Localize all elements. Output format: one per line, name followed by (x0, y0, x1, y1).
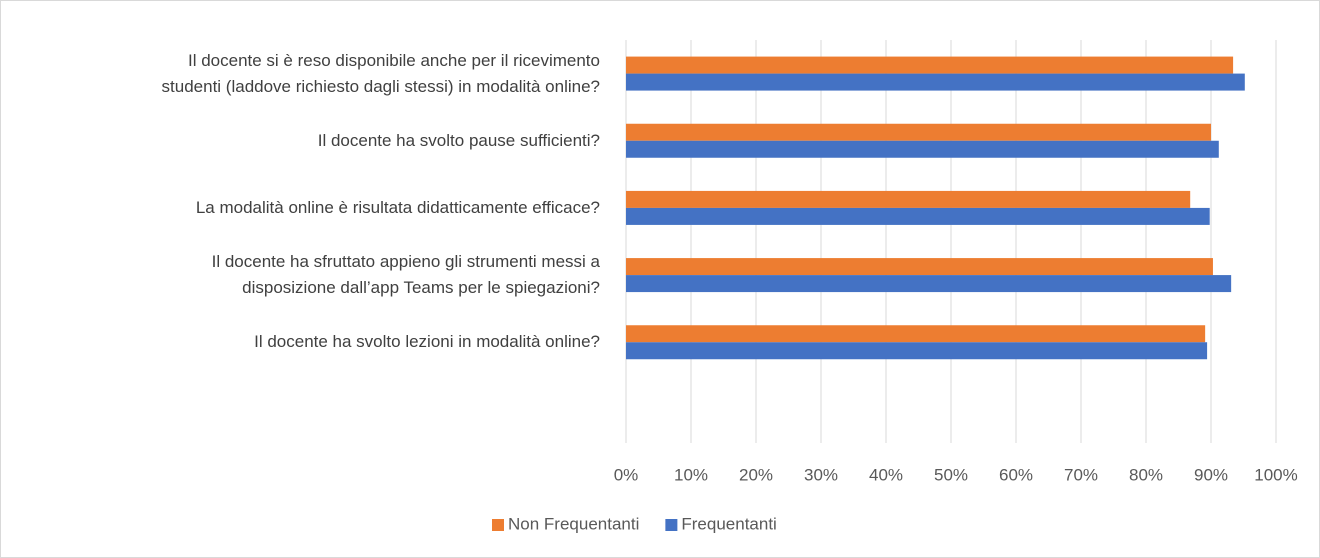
bar (626, 275, 1232, 293)
legend-label: Frequentanti (681, 514, 776, 533)
legend-swatch (665, 519, 678, 531)
y-tick-label: Il docente ha svolto lezioni in modalità… (254, 332, 600, 352)
x-tick-label: 10% (674, 465, 708, 484)
x-tick-label: 50% (934, 465, 968, 484)
bar (626, 207, 1210, 225)
y-tick-label: Il docente ha sfruttato appieno gli stru… (211, 252, 600, 298)
x-tick-label: 70% (1064, 465, 1098, 484)
x-tick-label: 20% (739, 465, 773, 484)
bar (626, 190, 1191, 208)
x-tick-label: 90% (1194, 465, 1228, 484)
y-tick-label: Il docente si è reso disponibile anche p… (161, 50, 600, 96)
bar (626, 56, 1234, 74)
bar (626, 73, 1245, 91)
y-tick-label: Il docente ha svolto pause sufficienti? (317, 130, 600, 150)
x-tick-label: 30% (804, 465, 838, 484)
bar (626, 123, 1211, 141)
x-tick-label: 60% (999, 465, 1033, 484)
x-tick-label: 0% (614, 465, 639, 484)
bar (626, 258, 1213, 276)
bar (626, 342, 1208, 360)
legend-swatch (492, 519, 504, 531)
bar (626, 140, 1219, 158)
y-tick-label: La modalità online è risultata didattica… (195, 197, 600, 217)
x-tick-label: 40% (869, 465, 903, 484)
x-tick-label: 80% (1129, 465, 1163, 484)
x-tick-label: 100% (1254, 465, 1297, 484)
bar (626, 325, 1206, 343)
legend-label: Non Frequentanti (508, 514, 639, 533)
